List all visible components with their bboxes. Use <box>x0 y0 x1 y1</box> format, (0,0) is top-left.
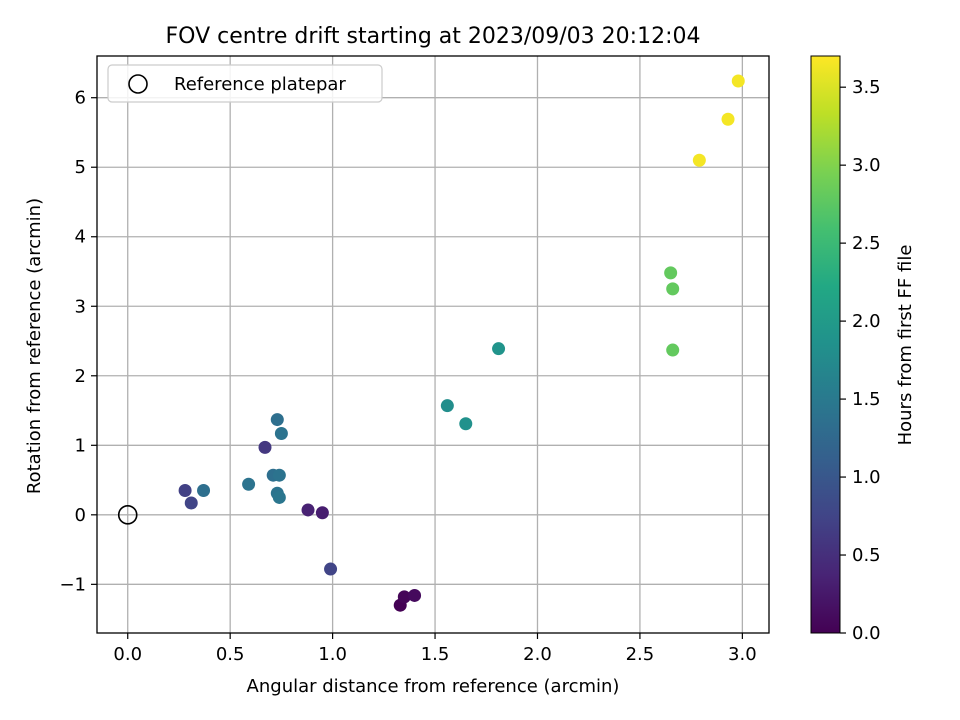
data-point <box>270 413 284 427</box>
grid-lines <box>97 56 769 633</box>
legend-marker-open-circle <box>128 74 148 94</box>
data-point <box>440 399 454 413</box>
data-point <box>258 440 272 454</box>
y-tick-label: 5 <box>75 157 86 178</box>
data-point <box>666 282 680 296</box>
colorbar-ticks: 0.0 0.5 1.0 1.5 2.0 2.5 3.0 3.5 <box>840 77 881 644</box>
legend-box <box>107 64 383 103</box>
y-tick-label: −1 <box>59 574 86 595</box>
colorbar-tick-label: 0.5 <box>852 545 881 566</box>
reference-point <box>117 505 138 525</box>
plot-frame <box>96 55 770 634</box>
data-point <box>242 477 256 491</box>
x-axis-label: Angular distance from reference (arcmin) <box>247 676 620 697</box>
x-tick-label: 1.0 <box>318 644 347 665</box>
y-tick-label: 4 <box>75 227 86 248</box>
x-tick-label: 3.0 <box>728 644 757 665</box>
colorbar-tick-label: 1.5 <box>852 389 881 410</box>
data-point <box>666 343 680 357</box>
chart-title: FOV centre drift starting at 2023/09/03 … <box>166 24 701 49</box>
y-tick-label: 2 <box>75 366 86 387</box>
y-axis-ticks: −1 0 1 2 3 4 5 6 <box>59 88 97 595</box>
data-point <box>408 588 422 602</box>
data-point <box>664 266 678 280</box>
data-point <box>459 417 473 431</box>
data-point <box>692 153 706 167</box>
data-point <box>721 112 735 126</box>
x-tick-label: 1.5 <box>421 644 450 665</box>
colorbar-tick-label: 2.5 <box>852 233 881 254</box>
data-point <box>178 483 192 497</box>
colorbar-tick-label: 0.0 <box>852 623 881 644</box>
data-point <box>272 468 286 482</box>
colorbar-tick-label: 3.0 <box>852 155 881 176</box>
data-point <box>272 490 286 504</box>
legend-label: Reference platepar <box>174 74 346 95</box>
data-point <box>301 503 315 517</box>
x-tick-label: 0.0 <box>113 644 142 665</box>
y-tick-label: 0 <box>75 505 86 526</box>
legend: Reference platepar <box>107 64 383 103</box>
y-tick-label: 1 <box>75 435 86 456</box>
colorbar-tick-label: 1.0 <box>852 467 881 488</box>
colorbar <box>810 55 841 634</box>
colorbar-tick-label: 2.0 <box>852 311 881 332</box>
colorbar-label: Hours from first FF file <box>895 245 916 446</box>
y-tick-label: 3 <box>75 296 86 317</box>
data-point <box>492 342 506 356</box>
x-tick-label: 2.0 <box>523 644 552 665</box>
data-points <box>178 74 745 612</box>
x-axis-ticks: 0.0 0.5 1.0 1.5 2.0 2.5 3.0 <box>113 633 757 665</box>
data-point <box>731 74 745 88</box>
y-tick-label: 6 <box>75 88 86 109</box>
data-point <box>315 506 329 520</box>
data-point <box>184 496 198 510</box>
data-point <box>324 562 338 576</box>
x-tick-label: 0.5 <box>216 644 245 665</box>
y-axis-label: Rotation from reference (arcmin) <box>24 198 45 494</box>
data-point <box>197 483 211 497</box>
colorbar-tick-label: 3.5 <box>852 77 881 98</box>
data-point <box>274 426 288 440</box>
data-point <box>397 590 411 604</box>
x-tick-label: 2.5 <box>626 644 655 665</box>
